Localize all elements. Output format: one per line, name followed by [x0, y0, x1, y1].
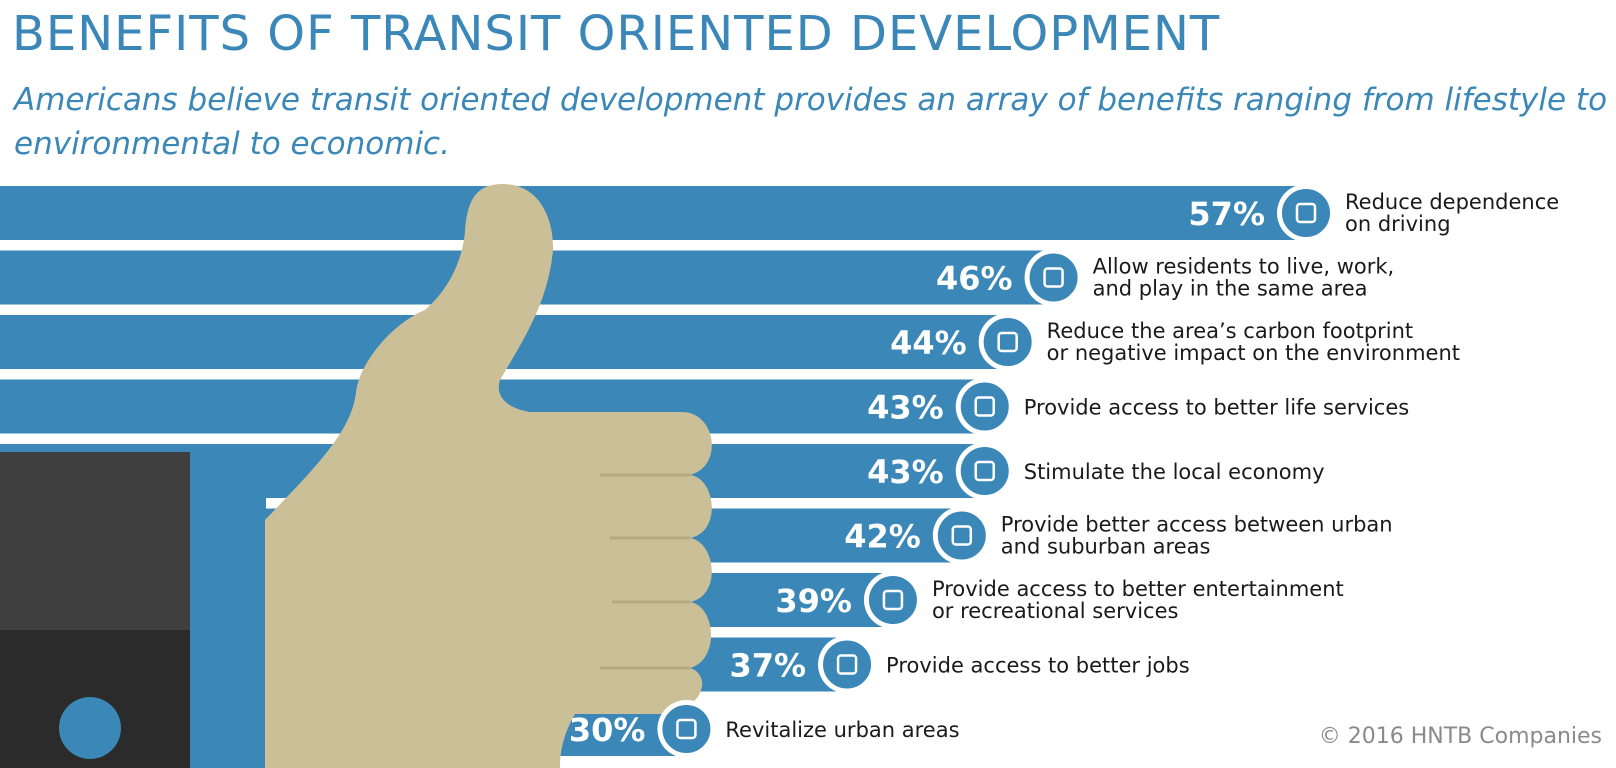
dollar-icon [958, 445, 1011, 497]
value-label: 57% [1188, 195, 1265, 233]
category-label: and play in the same area [1093, 277, 1368, 301]
category-label: and suburban areas [1001, 535, 1211, 559]
signpost-icon [935, 509, 988, 562]
briefcase-icon [821, 638, 874, 691]
camera-icon [866, 574, 919, 626]
chart-title: BENEFITS OF TRANSIT ORIENTED DEVELOPMENT [12, 6, 1221, 62]
value-label: 43% [867, 389, 944, 427]
category-label: Allow residents to live, work, [1093, 255, 1395, 279]
category-label: Provide better access between urban [1001, 513, 1393, 537]
category-label: or negative impact on the environment [1047, 341, 1460, 365]
value-label: 37% [729, 647, 806, 685]
value-label: 44% [890, 324, 967, 362]
copyright-notice: © 2016 HNTB Companies [1318, 724, 1602, 749]
value-label: 42% [844, 518, 921, 556]
icon-glyph [1043, 267, 1064, 288]
category-label: Provide access to better life services [1024, 396, 1409, 420]
cufflink-button [59, 697, 121, 759]
category-label: Revitalize urban areas [725, 718, 959, 742]
value-label: 39% [775, 582, 852, 620]
category-label: Provide access to better jobs [886, 654, 1190, 678]
bicycle-icon [1027, 251, 1080, 304]
shopping-basket-icon [958, 380, 1011, 433]
bar [0, 186, 1308, 240]
icon-glyph [974, 460, 995, 482]
value-label: 43% [867, 453, 944, 491]
thumbs-up-illustration [0, 184, 712, 768]
category-label: Reduce dependence [1345, 190, 1559, 214]
icon-glyph [974, 396, 995, 417]
category-label: or recreational services [932, 599, 1179, 623]
value-label: 46% [936, 260, 1013, 298]
hand-finger-crease [600, 473, 690, 670]
category-label: Reduce the area’s carbon footprint [1047, 319, 1414, 343]
sleeve-upper [0, 452, 190, 630]
icon-glyph [676, 718, 697, 740]
chart-subtitle: Americans believe transit oriented devel… [14, 82, 1608, 162]
icon-glyph [1295, 202, 1317, 224]
icon-glyph [836, 654, 858, 675]
city-map-icon [660, 703, 713, 755]
value-label: 30% [569, 711, 646, 749]
icon-glyph [882, 589, 904, 611]
thumbs-up-hand [265, 184, 712, 768]
icon-glyph [997, 331, 1018, 353]
category-label: Provide access to better entertainment [932, 577, 1344, 601]
category-label: on driving [1345, 212, 1451, 236]
icon-glyph [951, 525, 973, 546]
category-label: Stimulate the local economy [1024, 460, 1325, 484]
shirt-cuff [190, 472, 266, 768]
tram-icon [981, 316, 1034, 368]
walking-person-icon [1280, 187, 1332, 239]
